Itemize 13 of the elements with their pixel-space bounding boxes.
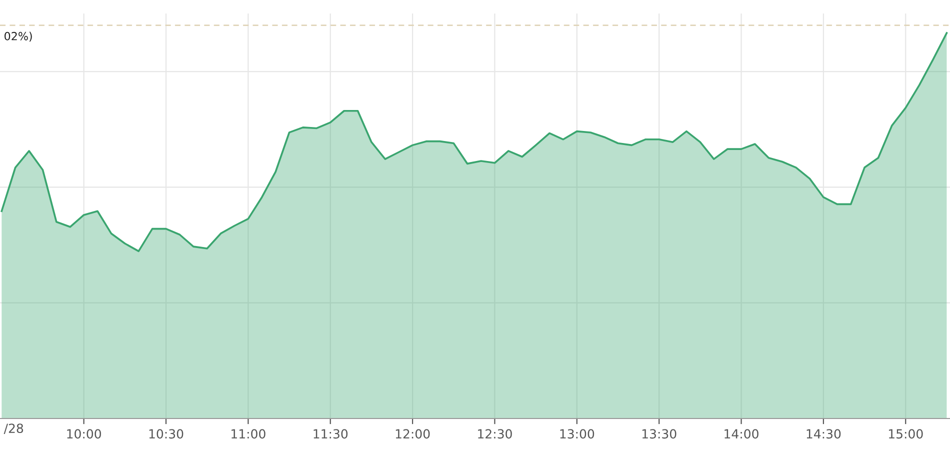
x-tick-label: 13:00 bbox=[560, 429, 594, 439]
x-tick-label: 10:00 bbox=[67, 429, 102, 439]
x-tick-label: 15:00 bbox=[888, 429, 923, 439]
text: /28 bbox=[4, 424, 24, 434]
x-tick-label: 11:30 bbox=[314, 429, 348, 439]
x-tick-label: 12:00 bbox=[396, 429, 430, 439]
annotation: 02%) bbox=[4, 32, 32, 42]
x-tick-label: 14:30 bbox=[806, 429, 841, 439]
x-tick-label: 11:00 bbox=[232, 429, 266, 439]
x-tick-label: 12:30 bbox=[478, 429, 512, 439]
x-tick-label: 13:30 bbox=[642, 429, 676, 439]
x-tick-label: 10:30 bbox=[149, 429, 184, 439]
x-tick-label: 14:00 bbox=[724, 429, 758, 439]
